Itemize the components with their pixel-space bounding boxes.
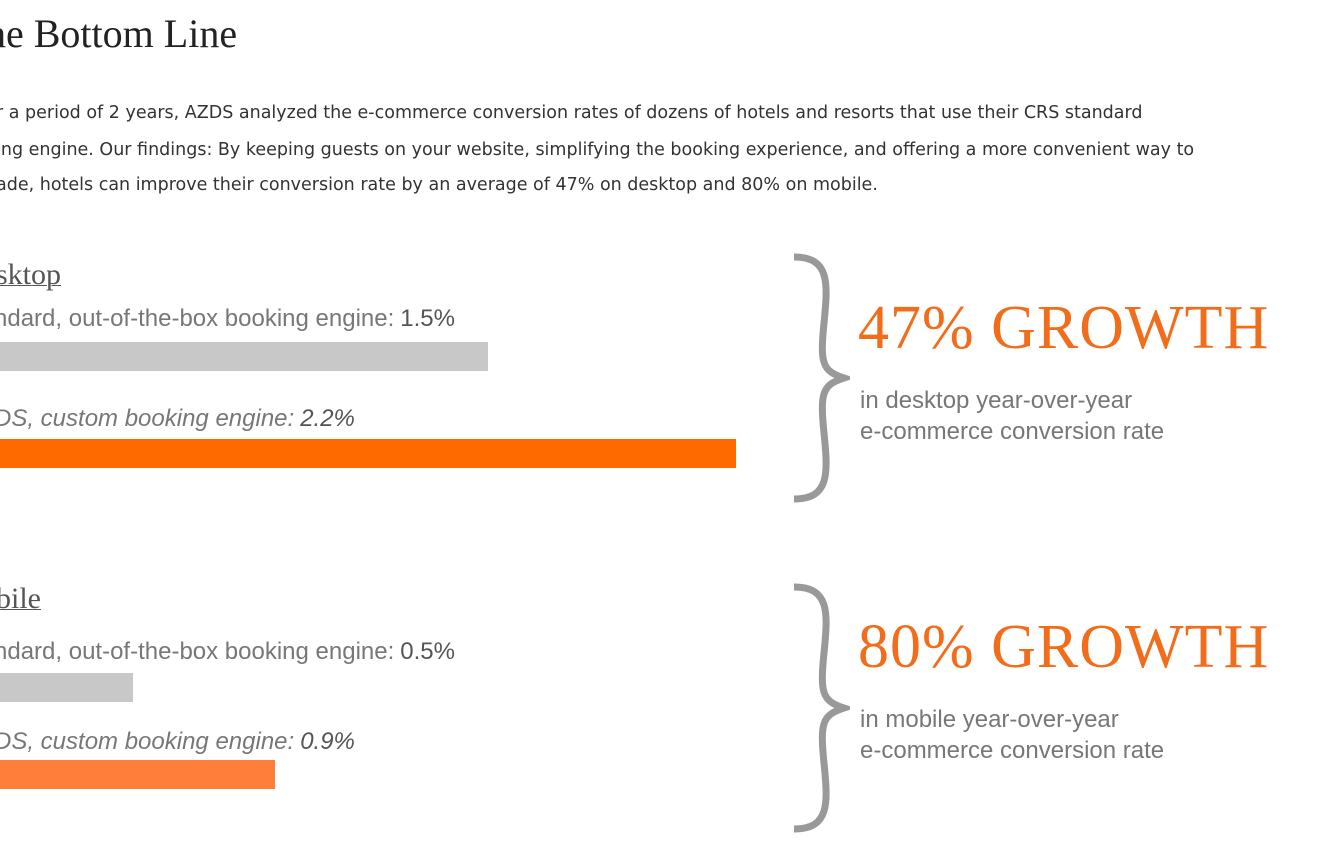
brace-path — [793, 583, 850, 833]
brace — [793, 583, 850, 833]
intro-line: r a period of 2 years, AZDS analyzed the… — [0, 103, 1143, 123]
brace — [793, 253, 850, 503]
bar-label: ndard, out-of-the-box booking engine: 0.5… — [0, 638, 455, 666]
brace-path — [793, 253, 850, 503]
bar-label: DS, custom booking engine: 0.9% — [0, 728, 355, 756]
intro-line: ade, hotels can improve their conversion… — [0, 175, 878, 195]
growth-headline: 80% GROWTH — [858, 613, 1270, 681]
page-title: he Bottom Line — [0, 11, 238, 56]
bar-label-text: DS, custom booking engine: — [0, 405, 295, 432]
section-heading: sktop — [0, 258, 62, 291]
bar-label-text: DS, custom booking engine: — [0, 728, 295, 755]
bar-label: ndard, out-of-the-box booking engine: 1.5… — [0, 305, 455, 333]
growth-headline: 47% GROWTH — [858, 294, 1270, 362]
growth-caption: e-commerce conversion rate — [860, 418, 1165, 445]
section-heading: bile — [0, 582, 41, 615]
bar-value-label: 0.5% — [400, 638, 455, 665]
bar — [0, 760, 275, 789]
bar-label-text: ndard, out-of-the-box booking engine: — [0, 305, 395, 332]
bar — [0, 439, 736, 468]
intro-line: ing engine. Our findings: By keeping gue… — [0, 140, 1195, 160]
bar-label: DS, custom booking engine: 2.2% — [0, 405, 355, 433]
bar-value-label: 1.5% — [400, 305, 455, 332]
bar-value-label: 0.9% — [300, 728, 355, 755]
growth-caption: in mobile year-over-year — [860, 706, 1119, 733]
bar — [0, 673, 133, 702]
bar-value-label: 2.2% — [300, 405, 355, 432]
growth-caption: e-commerce conversion rate — [860, 737, 1165, 764]
growth-caption: in desktop year-over-year — [860, 387, 1133, 414]
bar — [0, 342, 488, 371]
bar-label-text: ndard, out-of-the-box booking engine: — [0, 638, 395, 665]
